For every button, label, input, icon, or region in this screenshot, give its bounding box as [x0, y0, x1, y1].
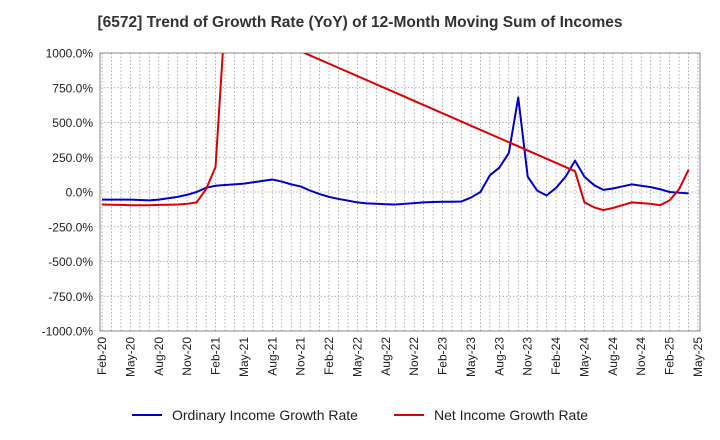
x-tick-label: Feb-20: [95, 337, 109, 375]
legend-label: Ordinary Income Growth Rate: [171, 407, 358, 423]
x-tick-label: Nov-23: [521, 337, 535, 376]
x-tick-label: Aug-24: [606, 337, 620, 376]
y-tick-label: -750.0%: [48, 290, 93, 304]
y-axis-ticks: 1000.0% 750.0% 500.0% 250.0% 0.0% -250.0% -500…: [42, 47, 94, 339]
y-tick-label: -500.0%: [48, 255, 93, 269]
series-lines: [101, 53, 690, 212]
x-tick-label: Feb-22: [322, 337, 336, 375]
legend: Ordinary Income Growth Rate Net Income Gr…: [0, 404, 720, 426]
x-tick-label: Aug-21: [265, 337, 279, 376]
gridlines: [100, 52, 700, 332]
plot-background: [100, 53, 700, 331]
y-tick-label: 500.0%: [52, 116, 93, 130]
x-tick-label: Nov-22: [407, 337, 421, 376]
x-tick-label: May-24: [577, 337, 591, 377]
legend-item: Ordinary Income Growth Rate: [131, 407, 358, 423]
y-tick-label: 250.0%: [52, 151, 93, 165]
y-tick-label: -250.0%: [48, 220, 93, 234]
x-tick-label: May-25: [691, 337, 705, 377]
x-tick-label: Aug-22: [379, 337, 393, 376]
x-tick-label: Aug-23: [492, 337, 506, 376]
x-tick-label: Aug-20: [152, 337, 166, 376]
chart-title: [6572] Trend of Growth Rate (YoY) of 12-…: [97, 14, 623, 31]
legend-swatch: [131, 414, 162, 416]
x-tick-label: May-21: [237, 337, 251, 377]
legend-item: Net Income Growth Rate: [393, 407, 589, 423]
x-axis-ticks: Feb-20 May-20 Aug-20 Nov-20 Feb-21 May-21 Aug-…: [95, 337, 705, 377]
x-tick-label: Nov-24: [634, 337, 648, 376]
y-tick-label: 750.0%: [52, 81, 93, 95]
legend-label: Net Income Growth Rate: [433, 407, 589, 423]
y-tick-label: -1000.0%: [42, 325, 94, 339]
x-tick-label: Feb-25: [663, 337, 677, 375]
x-tick-label: Feb-24: [549, 337, 563, 375]
x-tick-label: May-23: [464, 337, 478, 377]
plot-border: [99, 52, 701, 332]
legend-swatch: [393, 414, 424, 416]
series-line-net-income-growth-rate: [101, 53, 690, 212]
series-line-ordinary-income-growth-rate: [102, 96, 689, 206]
y-tick-label: 1000.0%: [46, 47, 94, 61]
x-tick-label: Feb-23: [436, 337, 450, 375]
x-tick-label: Feb-21: [209, 337, 223, 375]
y-tick-label: 0.0%: [66, 186, 94, 200]
x-tick-label: May-20: [123, 337, 137, 377]
x-tick-label: Nov-20: [180, 337, 194, 376]
x-tick-label: Nov-21: [294, 337, 308, 376]
x-tick-label: May-22: [350, 337, 364, 377]
